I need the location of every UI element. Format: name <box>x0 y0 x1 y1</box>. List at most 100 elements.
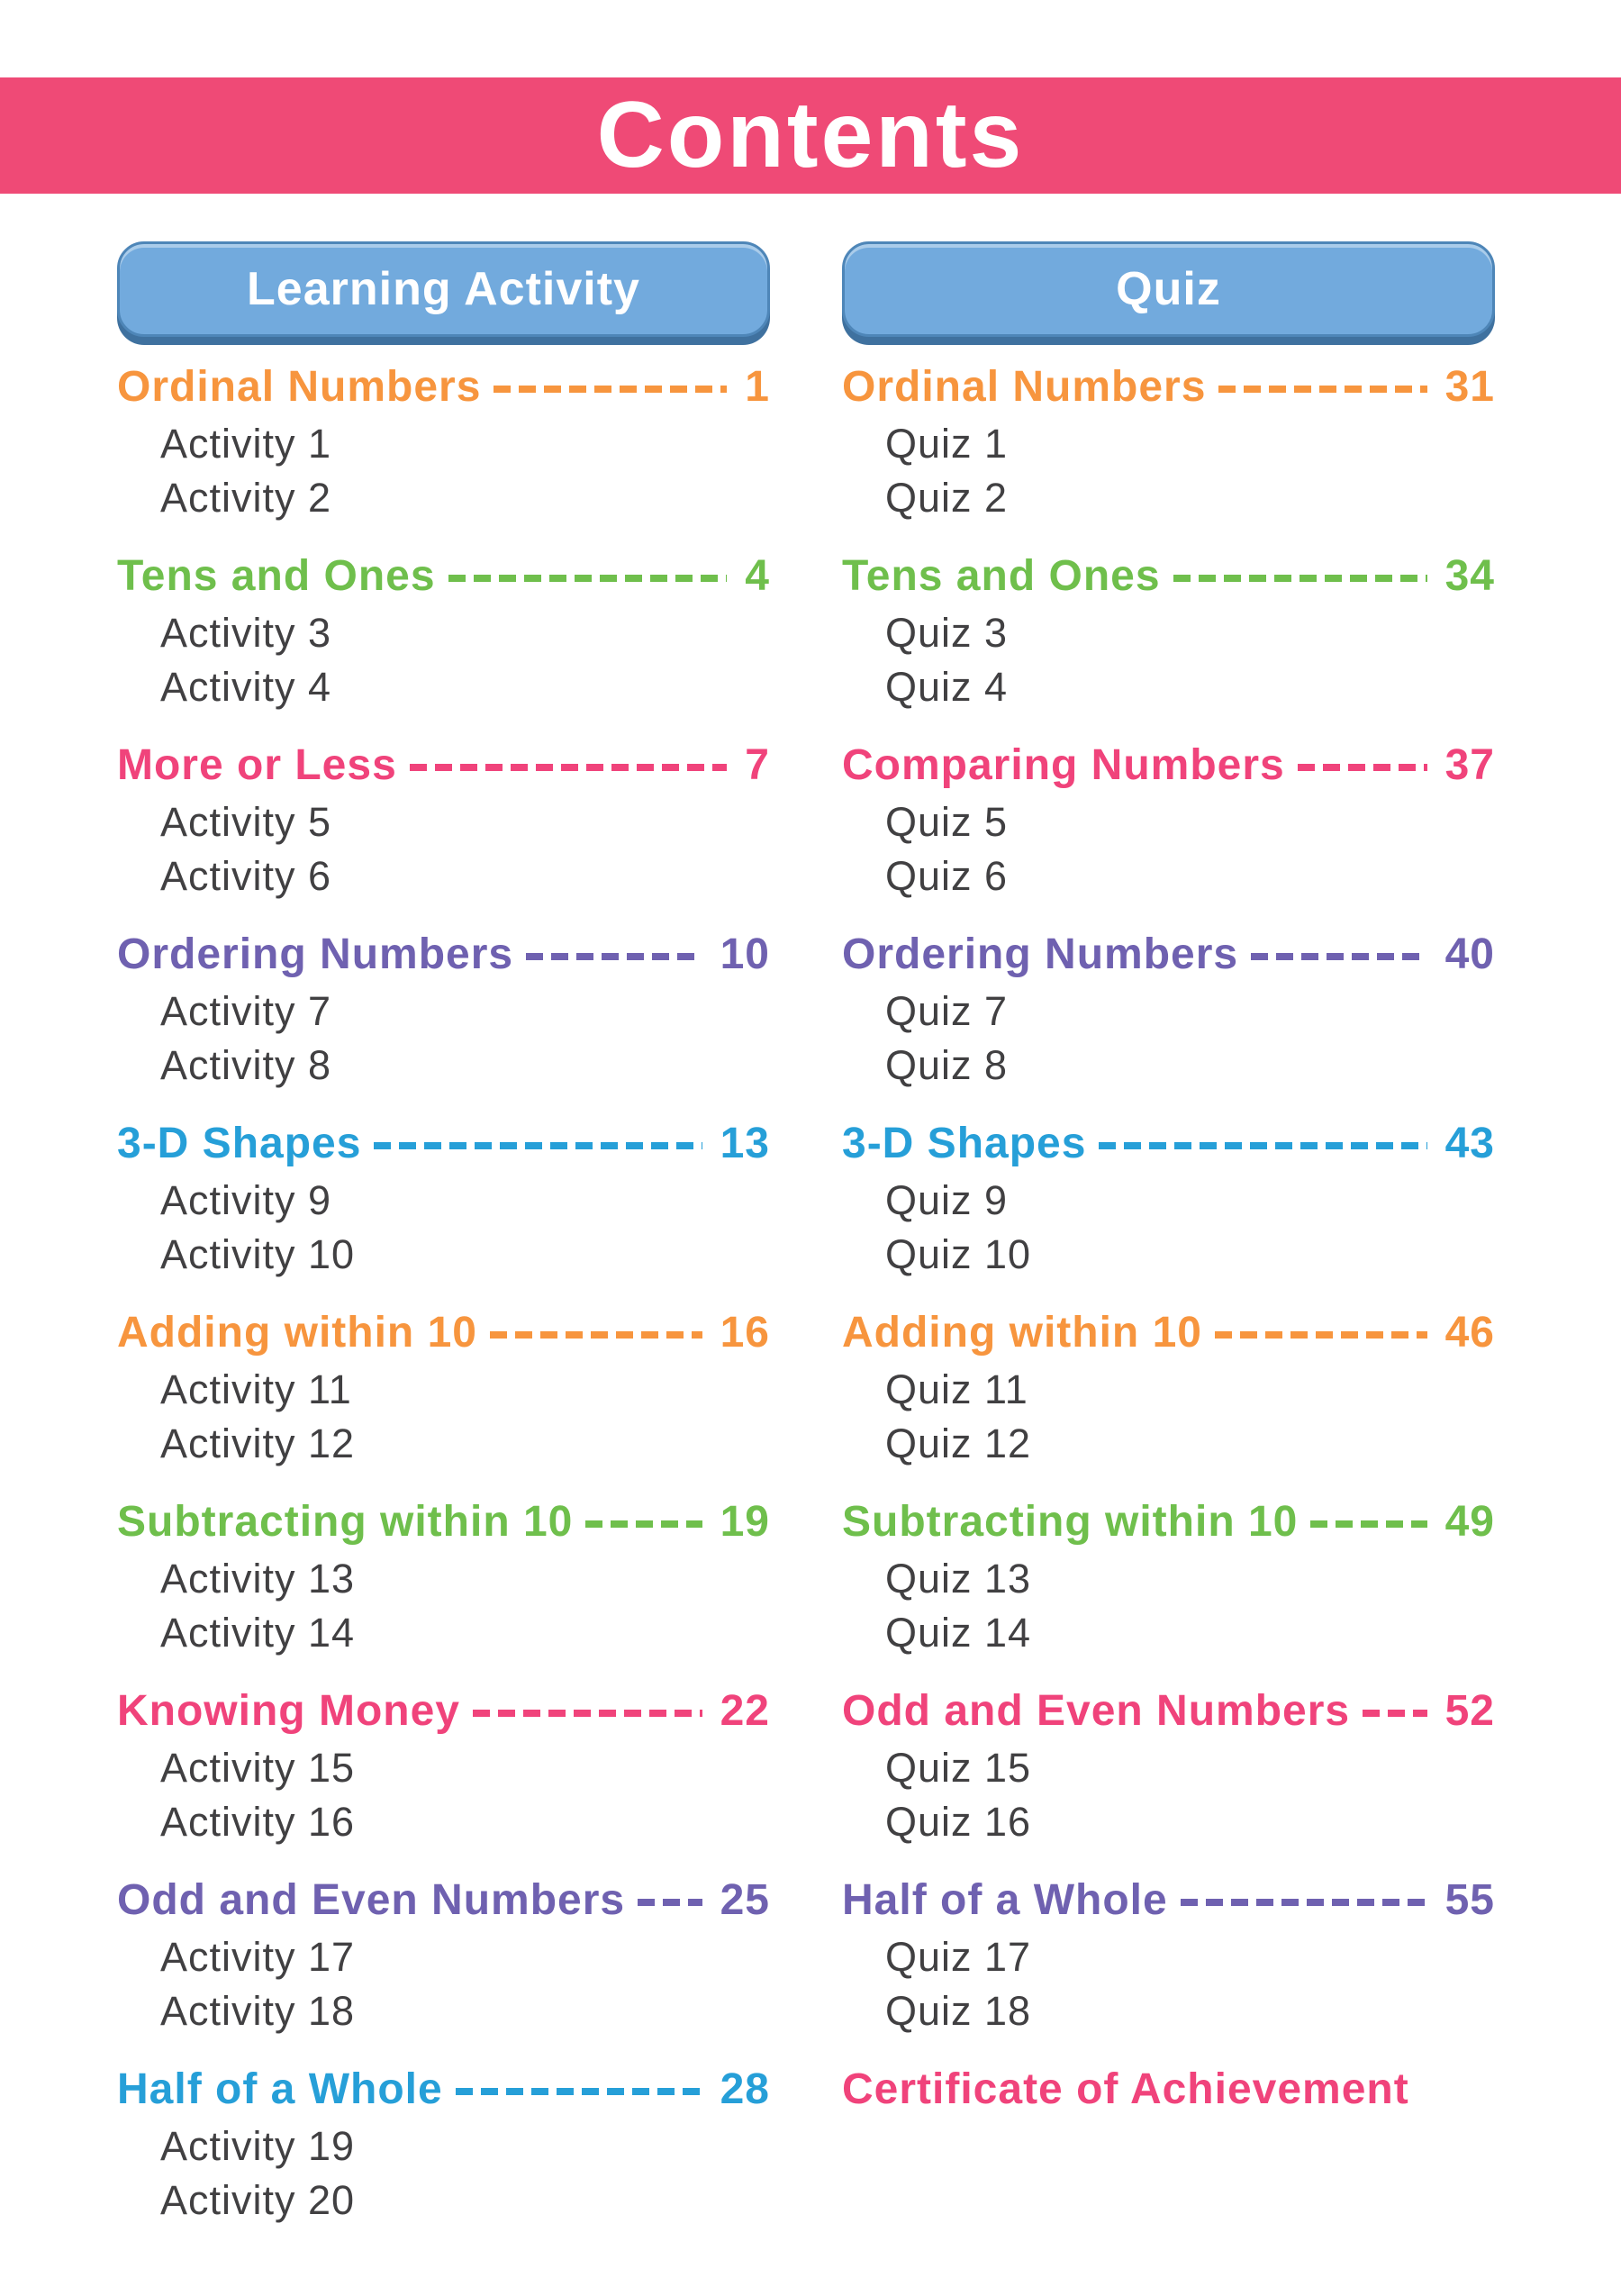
page-number: 37 <box>1444 740 1495 789</box>
dash-leader <box>638 1899 702 1906</box>
page-number: 49 <box>1444 1497 1495 1546</box>
toc-item: Quiz 13 <box>885 1556 1032 1602</box>
quiz-toc: Ordinal Numbers 31 Quiz 1 Quiz 2 Tens and On… <box>842 356 1495 2119</box>
section-heading-row: Ordinal Numbers 1 <box>117 356 770 417</box>
dash-leader <box>494 386 728 393</box>
dash-leader <box>1214 1331 1427 1339</box>
toc-item: Quiz 10 <box>885 1231 1032 1277</box>
page-number: 40 <box>1444 930 1495 978</box>
toc-item: Activity 8 <box>160 1042 332 1088</box>
section-heading-row: Ordering Numbers 40 <box>842 923 1495 985</box>
toc-section: Ordinal Numbers 1 Activity 1 Activity 2 <box>117 356 770 525</box>
toc-item: Activity 11 <box>160 1366 352 1412</box>
page-number: 43 <box>1444 1119 1495 1167</box>
section-title: Half of a Whole <box>842 1875 1168 1924</box>
section-heading-row: Odd and Even Numbers 25 <box>117 1869 770 1930</box>
dash-leader <box>472 1710 702 1717</box>
toc-item: Activity 17 <box>160 1934 356 1980</box>
page-number: 46 <box>1444 1308 1495 1357</box>
toc-item: Quiz 1 <box>885 421 1009 467</box>
section-title: Comparing Numbers <box>842 740 1285 789</box>
toc-section: Adding within 10 46 Quiz 11 Quiz 12 <box>842 1302 1495 1471</box>
toc-item: Activity 12 <box>160 1420 356 1466</box>
dash-leader <box>585 1520 702 1528</box>
dash-leader <box>1363 1710 1427 1717</box>
section-title: 3-D Shapes <box>842 1119 1087 1167</box>
section-heading-row: Odd and Even Numbers 52 <box>842 1680 1495 1741</box>
section-heading-row: Half of a Whole 28 <box>117 2058 770 2119</box>
toc-section: Tens and Ones 4 Activity 3 Activity 4 <box>117 545 770 714</box>
dash-leader <box>374 1142 702 1149</box>
page-number: 25 <box>720 1875 770 1924</box>
quiz-column: Quiz Ordinal Numbers 31 Quiz 1 Quiz 2 Tens a… <box>842 241 1495 2119</box>
quiz-header-button: Quiz <box>842 241 1495 337</box>
toc-item: Activity 1 <box>160 421 332 467</box>
page-title: Contents <box>596 83 1025 187</box>
section-heading-row: 3-D Shapes 43 <box>842 1112 1495 1174</box>
section-title: Adding within 10 <box>117 1308 477 1357</box>
section-heading-row: Subtracting within 10 49 <box>842 1491 1495 1552</box>
section-title: Tens and Ones <box>117 551 436 600</box>
toc-section: Subtracting within 10 19 Activity 13 Activi… <box>117 1491 770 1660</box>
toc-section: Half of a Whole 28 Activity 19 Activity 20 <box>117 2058 770 2228</box>
page-title-banner: Contents <box>0 77 1621 194</box>
page-number: 22 <box>720 1686 770 1735</box>
section-heading-row: Ordinal Numbers 31 <box>842 356 1495 417</box>
dash-leader <box>1180 1899 1427 1906</box>
page-number: 28 <box>720 2065 770 2113</box>
toc-section: Comparing Numbers 37 Quiz 5 Quiz 6 <box>842 734 1495 903</box>
toc-item: Activity 13 <box>160 1556 356 1602</box>
toc-item: Quiz 4 <box>885 664 1009 710</box>
section-title: More or Less <box>117 740 397 789</box>
toc-item: Quiz 7 <box>885 988 1009 1034</box>
page-number: 34 <box>1444 551 1495 600</box>
toc-item: Quiz 3 <box>885 610 1009 656</box>
toc-item: Activity 2 <box>160 475 332 521</box>
toc-item: Quiz 11 <box>885 1366 1028 1412</box>
toc-item: Activity 4 <box>160 664 332 710</box>
dash-leader <box>489 1331 702 1339</box>
toc-item: Quiz 17 <box>885 1934 1032 1980</box>
learning-activity-header-button: Learning Activity <box>117 241 770 337</box>
dash-leader <box>1310 1520 1427 1528</box>
learning-activity-column: Learning Activity Ordinal Numbers 1 Activi… <box>117 241 770 2228</box>
dash-leader <box>1251 953 1427 960</box>
toc-item: Quiz 14 <box>885 1610 1032 1656</box>
dash-leader <box>409 764 728 771</box>
toc-section: Subtracting within 10 49 Quiz 13 Quiz 14 <box>842 1491 1495 1660</box>
section-heading-row: Adding within 10 46 <box>842 1302 1495 1363</box>
toc-item: Activity 7 <box>160 988 332 1034</box>
toc-item: Quiz 9 <box>885 1177 1009 1223</box>
toc-item: Quiz 16 <box>885 1799 1032 1845</box>
page-number: 4 <box>745 551 770 600</box>
toc-item: Activity 14 <box>160 1610 356 1656</box>
learning-activity-toc: Ordinal Numbers 1 Activity 1 Activity 2 Tens… <box>117 356 770 2228</box>
section-title: Knowing Money <box>117 1686 460 1735</box>
toc-item: Activity 15 <box>160 1745 356 1791</box>
toc-section: Ordering Numbers 40 Quiz 7 Quiz 8 <box>842 923 1495 1093</box>
section-heading-row: Knowing Money 22 <box>117 1680 770 1741</box>
toc-item: Quiz 6 <box>885 853 1009 899</box>
toc-item: Activity 10 <box>160 1231 356 1277</box>
certificate-of-achievement-entry: Certificate of Achievement <box>842 2065 1409 2113</box>
page-number: 52 <box>1444 1686 1495 1735</box>
toc-item: Activity 18 <box>160 1988 356 2034</box>
section-heading-row: Half of a Whole 55 <box>842 1869 1495 1930</box>
page-number: 1 <box>745 362 770 411</box>
section-title: Adding within 10 <box>842 1308 1202 1357</box>
section-title: Ordering Numbers <box>842 930 1239 978</box>
section-heading-row: More or Less 7 <box>117 734 770 795</box>
toc-item: Activity 6 <box>160 853 332 899</box>
toc-section: Ordinal Numbers 31 Quiz 1 Quiz 2 <box>842 356 1495 525</box>
toc-item: Quiz 5 <box>885 799 1009 845</box>
section-title: 3-D Shapes <box>117 1119 362 1167</box>
section-title: Odd and Even Numbers <box>842 1686 1351 1735</box>
section-heading-row: Comparing Numbers 37 <box>842 734 1495 795</box>
section-heading-row: Ordering Numbers 10 <box>117 923 770 985</box>
page-number: 7 <box>745 740 770 789</box>
toc-section: Odd and Even Numbers 52 Quiz 15 Quiz 16 <box>842 1680 1495 1849</box>
dash-leader <box>1173 575 1427 582</box>
toc-section: Adding within 10 16 Activity 11 Activity 12 <box>117 1302 770 1471</box>
section-title: Ordinal Numbers <box>842 362 1207 411</box>
toc-section: Ordering Numbers 10 Activity 7 Activity 8 <box>117 923 770 1093</box>
